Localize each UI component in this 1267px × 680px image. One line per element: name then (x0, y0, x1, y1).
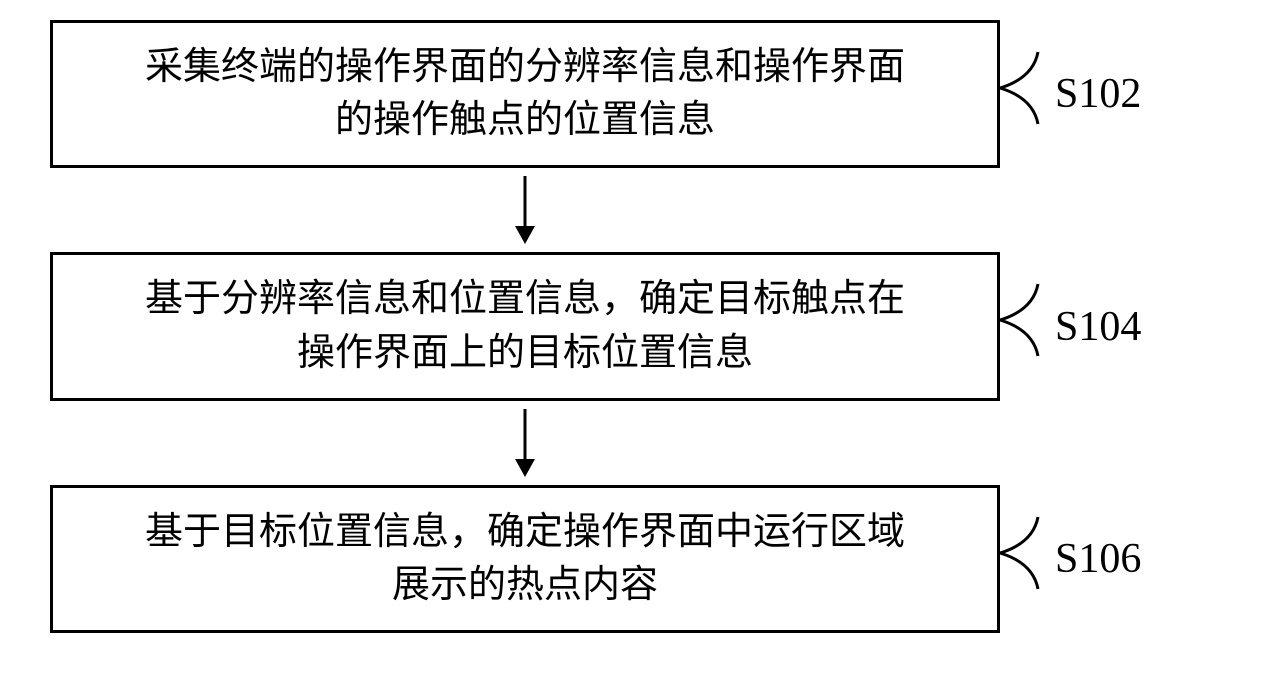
step-label-s102: S102 (1055, 70, 1141, 118)
step-box-s102: 采集终端的操作界面的分辨率信息和操作界面 的操作触点的位置信息 (50, 20, 1000, 168)
step-row-s102: 采集终端的操作界面的分辨率信息和操作界面 的操作触点的位置信息 S102 (50, 20, 1217, 168)
connector-curve-s104 (998, 282, 1058, 362)
connector-curve-s102 (998, 50, 1058, 130)
step-text-line1: 采集终端的操作界面的分辨率信息和操作界面 (73, 41, 977, 94)
arrow-s102-s104 (50, 168, 1000, 252)
step-label-s104: S104 (1055, 303, 1141, 351)
step-text-line1: 基于目标位置信息，确定操作界面中运行区域 (73, 506, 977, 559)
step-text-line2: 的操作触点的位置信息 (73, 94, 977, 147)
step-row-s104: 基于分辨率信息和位置信息，确定目标触点在 操作界面上的目标位置信息 S104 (50, 252, 1217, 400)
step-text-line2: 操作界面上的目标位置信息 (73, 327, 977, 380)
step-box-s106: 基于目标位置信息，确定操作界面中运行区域 展示的热点内容 (50, 485, 1000, 633)
connector-curve-s106 (998, 515, 1058, 595)
arrow-s104-s106 (50, 401, 1000, 485)
step-box-s104: 基于分辨率信息和位置信息，确定目标触点在 操作界面上的目标位置信息 (50, 252, 1000, 400)
step-row-s106: 基于目标位置信息，确定操作界面中运行区域 展示的热点内容 S106 (50, 485, 1217, 633)
step-text-line2: 展示的热点内容 (73, 559, 977, 612)
step-label-s106: S106 (1055, 535, 1141, 583)
step-text-line1: 基于分辨率信息和位置信息，确定目标触点在 (73, 273, 977, 326)
flowchart-container: 采集终端的操作界面的分辨率信息和操作界面 的操作触点的位置信息 S102 基于分… (50, 20, 1217, 633)
